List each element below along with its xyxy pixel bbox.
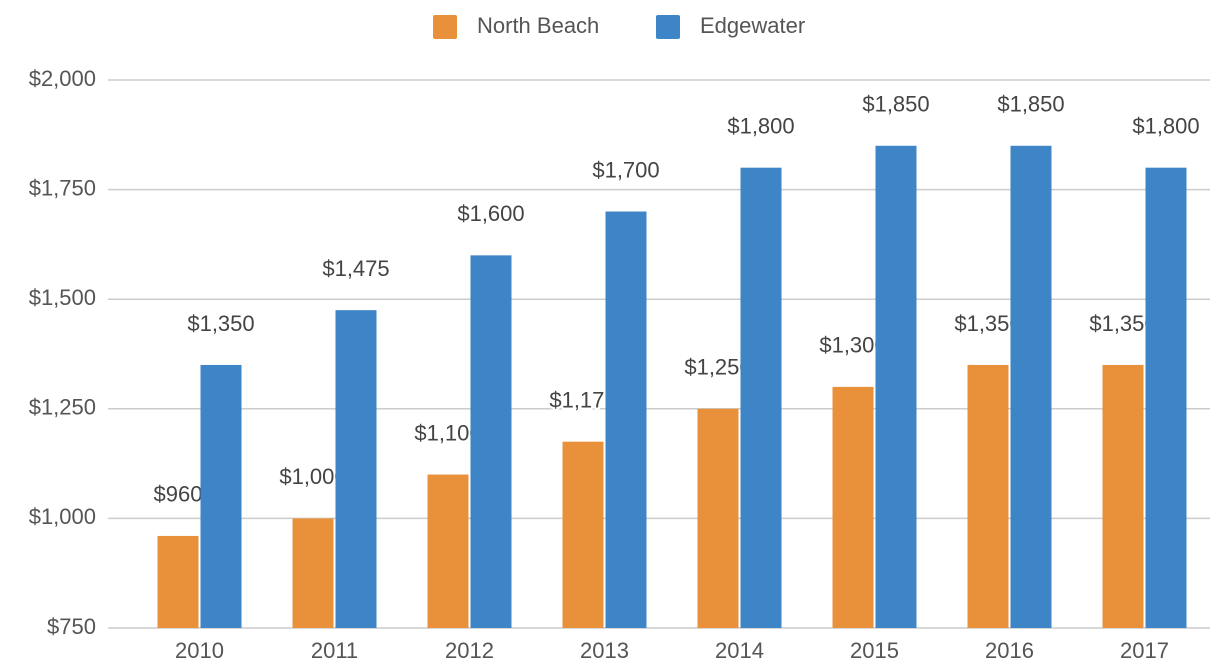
bar (1102, 364, 1144, 628)
x-tick-label: 2016 (985, 638, 1034, 662)
bar (1010, 145, 1052, 628)
y-tick-label: $2,000 (29, 66, 96, 91)
x-tick-label: 2017 (1120, 638, 1169, 662)
x-tick-label: 2012 (445, 638, 494, 662)
y-tick-label: $750 (47, 614, 96, 639)
value-label: $1,800 (727, 113, 794, 138)
x-tick-label: 2015 (850, 638, 899, 662)
bar (427, 474, 469, 628)
value-label: $1,300 (819, 333, 886, 358)
y-tick-label: $1,750 (29, 175, 96, 200)
legend-swatch (433, 15, 457, 39)
value-label: $1,850 (997, 92, 1064, 117)
bar (200, 364, 242, 628)
bar (292, 518, 334, 628)
value-label: $1,850 (862, 92, 929, 117)
bar (335, 310, 377, 628)
x-tick-label: 2010 (175, 638, 224, 662)
y-tick-label: $1,500 (29, 285, 96, 310)
value-label: $960 (154, 482, 203, 507)
bar (697, 408, 739, 628)
bar (1145, 167, 1187, 628)
x-tick-label: 2013 (580, 638, 629, 662)
bar (470, 255, 512, 629)
legend-label: North Beach (477, 13, 599, 38)
legend-swatch (656, 15, 680, 39)
bar (157, 535, 199, 628)
legend-label: Edgewater (700, 13, 805, 38)
y-tick-label: $1,250 (29, 395, 96, 420)
bar (875, 145, 917, 628)
value-label: $1,700 (592, 157, 659, 182)
value-label: $1,475 (322, 256, 389, 281)
x-tick-label: 2014 (715, 638, 764, 662)
value-label: $1,350 (187, 311, 254, 336)
bar (562, 441, 604, 628)
value-label: $1,600 (457, 201, 524, 226)
value-label: $1,800 (1132, 113, 1199, 138)
bar (605, 211, 647, 628)
y-tick-label: $1,000 (29, 504, 96, 529)
bar (967, 364, 1009, 628)
x-tick-label: 2011 (311, 638, 358, 662)
bar (740, 167, 782, 628)
bar (832, 386, 874, 628)
